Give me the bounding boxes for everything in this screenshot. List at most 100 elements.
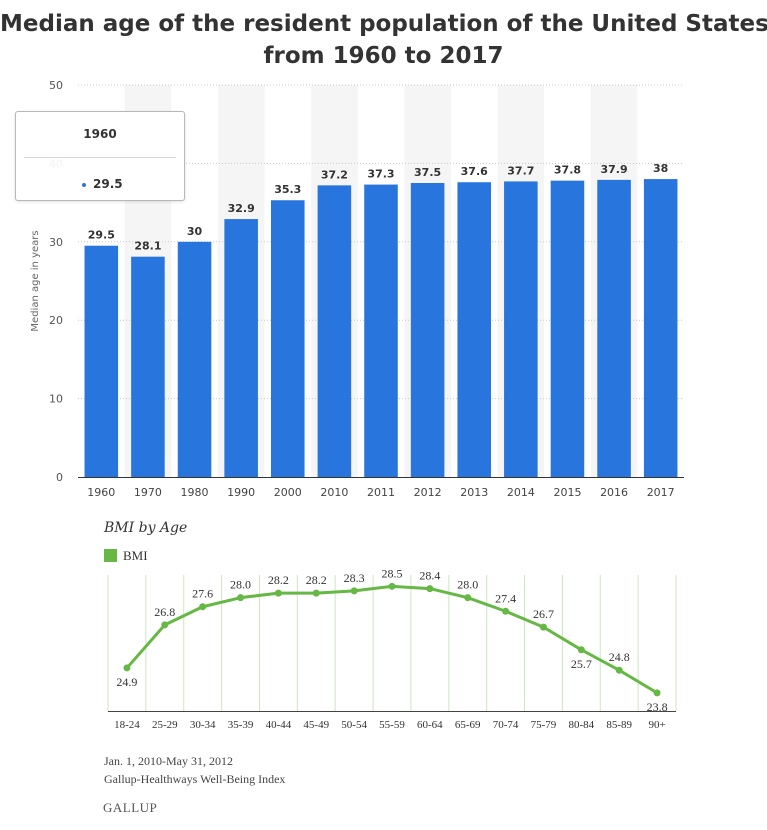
x-tick-label: 2012 [414,486,442,499]
data-point [199,603,207,611]
median-age-bar-chart: 0102030405029.5196028.1197030198032.9199… [30,79,684,499]
series-dot-icon [82,182,86,187]
source-survey: Gallup-Healthways Well-Being Index [104,772,286,786]
tooltip-divider [24,157,176,158]
bar [550,180,585,477]
data-point [426,585,434,593]
data-point [577,646,585,654]
data-point [237,594,245,602]
x-tick-label: 2017 [647,486,675,499]
data-point [464,594,472,602]
x-tick-label: 60-64 [417,719,443,731]
gallup-logo: GALLUP [103,800,158,815]
chart-title-line-2: from 1960 to 2017 [263,43,504,69]
legend-swatch [104,549,117,562]
x-tick-label: 2015 [553,486,581,499]
x-tick-label: 2010 [320,486,348,499]
bar-value-label: 37.6 [461,165,488,178]
bar [270,200,305,478]
data-label: 24.9 [116,675,137,689]
data-label: 28.4 [419,569,440,583]
x-tick-label: 18-24 [114,719,140,731]
data-point [653,689,661,697]
bar [317,185,352,477]
x-tick-label: 2016 [600,486,628,499]
bar-value-label: 32.9 [228,202,255,215]
bmi-series-line [125,584,658,695]
bar-value-label: 37.5 [414,166,441,179]
bar [410,183,445,477]
tooltip-value-row: 29.5 [82,177,123,191]
x-tick-label: 1990 [227,486,255,499]
data-label: 28.3 [344,571,365,585]
x-tick-label: 50-54 [341,719,367,731]
x-tick-label: 65-69 [455,719,481,731]
data-point [161,621,169,629]
x-tick-label: 85-89 [606,719,632,731]
data-point [312,589,320,597]
data-point [123,664,131,672]
data-point [388,582,396,590]
bar-value-label: 30 [187,225,203,238]
x-tick-label: 70-74 [493,719,519,731]
y-tick-label: 20 [49,314,63,327]
bar-value-label: 37.7 [507,164,534,177]
data-label: 24.8 [609,650,630,664]
bar [84,245,119,477]
data-label: 26.8 [154,605,175,619]
bar-value-label: 37.2 [321,168,348,181]
data-label: 25.7 [571,657,592,671]
data-point [539,623,547,631]
x-tick-label: 2014 [507,486,535,499]
data-label: 28.2 [306,573,327,587]
bmi-line-chart: 24.9 18-24 26.8 25-29 27.6 30-34 28.0 35-39 28.2… [107,566,677,731]
data-label: 28.5 [382,566,403,580]
bar-value-label: 38 [653,162,668,175]
y-tick-label: 10 [49,393,63,406]
chart-title-line-1: Median age of the resident population of… [0,11,767,37]
bar [457,182,492,477]
x-tick-label: 30-34 [190,719,216,731]
x-tick-label: 55-59 [379,719,405,731]
x-tick-label: 2013 [460,486,488,499]
bmi-chart-title: BMI by Age [104,520,188,536]
data-label: 28.0 [230,578,251,592]
bar [597,179,631,477]
data-point [274,589,282,597]
x-tick-label: 25-29 [152,719,178,731]
y-tick-label: 0 [56,471,63,484]
bar-value-label: 37.3 [367,168,394,181]
bar-value-label: 35.3 [274,183,301,196]
tooltip-value: 29.5 [93,177,123,191]
y-tick-label: 30 [49,236,63,249]
data-point [350,587,358,595]
source-note: Jan. 1, 2010-May 31, 2012 Gallup-Healthw… [104,752,285,788]
x-tick-label: 90+ [648,719,665,731]
data-point [502,607,510,615]
data-point [615,666,623,674]
data-label: 27.4 [495,591,516,605]
x-tick-label: 75-79 [531,719,557,731]
tooltip-year: 1960 [83,127,117,141]
x-tick-label: 2011 [367,486,395,499]
x-tick-label: 40-44 [266,719,292,731]
hover-tooltip: 1960 29.5 [15,111,185,201]
bar-value-label: 29.5 [88,229,115,242]
bmi-legend[interactable]: BMI [104,548,148,564]
bar [364,184,398,477]
x-tick-label: 1980 [181,486,209,499]
bar-value-label: 37.9 [601,163,628,176]
x-tick-label: 45-49 [303,719,329,731]
chart-title: Median age of the resident population of… [0,8,767,72]
bar [131,256,165,477]
data-label: 28.0 [457,578,478,592]
y-tick-label: 50 [49,79,63,92]
bar-value-label: 28.1 [134,240,161,253]
x-tick-label: 2000 [274,486,302,499]
x-tick-label: 1960 [87,486,115,499]
bar [504,181,538,477]
bar [177,241,212,477]
data-label: 27.6 [192,587,213,601]
bar-value-label: 37.8 [554,164,581,177]
bar [224,219,258,477]
